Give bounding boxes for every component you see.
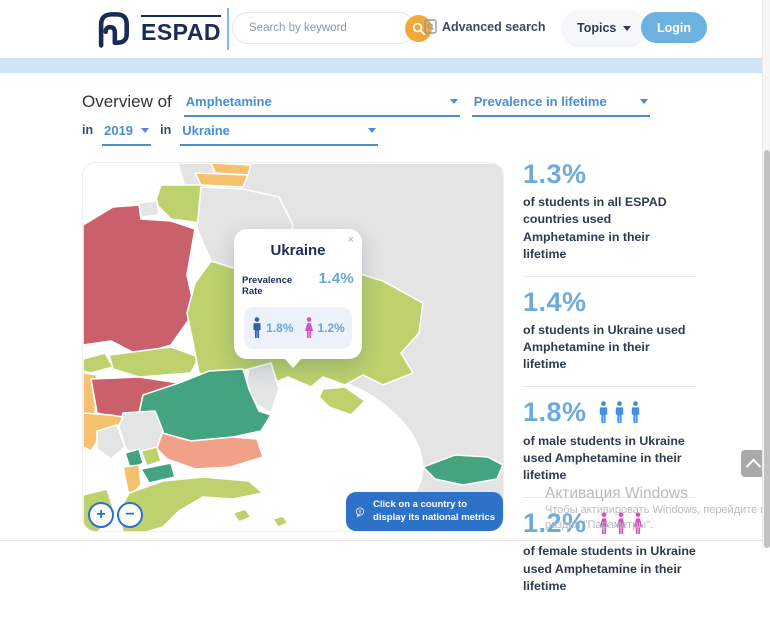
stat-description: of students in Ukraine used Amphetamine … (523, 323, 686, 372)
close-icon[interactable]: × (347, 234, 354, 246)
stat-value: 1.2% (523, 508, 587, 539)
tooltip-country-name: Ukraine (270, 242, 326, 259)
stat-description: of male students in Ukraine used Ampheta… (523, 433, 685, 483)
espad-logo[interactable]: ESPAD (92, 8, 230, 50)
info-bubble-icon (356, 507, 365, 517)
country-albania (122, 464, 142, 498)
search-icon (412, 22, 425, 35)
stat-all-countries: 1.3% of students in all ESPAD countries … (523, 160, 696, 277)
year-value: 2019 (104, 123, 134, 138)
stats-sidebar: 1.3% of students in all ESPAD countries … (523, 160, 696, 619)
country-kaliningrad (138, 200, 160, 218)
stat-male: 1.8% of male students in Ukraine used Am… (523, 397, 696, 499)
chevron-down-icon (623, 25, 632, 31)
country-poland (83, 204, 196, 356)
login-button[interactable]: Login (641, 12, 708, 43)
country-value: Ukraine (182, 123, 230, 138)
map-note-text: Click on a country to display its nation… (373, 499, 496, 523)
logo-divider (141, 14, 221, 17)
watermark-line: Чтобы активировать Windows, перейдите в (545, 504, 767, 516)
chevron-down-icon (141, 128, 150, 133)
stat-description: of female students in Ukraine used Amphe… (523, 544, 696, 593)
document-search-icon (424, 19, 437, 34)
male-icon (597, 401, 610, 424)
chevron-down-icon (639, 99, 648, 104)
greek-island (272, 515, 289, 528)
in-label: in (82, 123, 94, 137)
stat-description: of students in all ESPAD countries used … (523, 195, 667, 261)
scrollbar-track[interactable] (762, 0, 770, 548)
search-input[interactable] (247, 21, 405, 35)
substance-select[interactable]: Amphetamine (183, 92, 460, 117)
male-icon (629, 401, 642, 424)
tooltip-gender-box: 1.8% 1.2% (244, 307, 352, 349)
logo-vertical-divider (227, 8, 230, 50)
stat-value: 1.4% (523, 286, 587, 317)
header: ESPAD Advanced search Topics Login (0, 0, 770, 58)
substance-value: Amphetamine (185, 94, 272, 109)
male-icon (251, 317, 263, 339)
male-icons (597, 401, 642, 424)
prevalence-rate-value: 1.4% (318, 270, 354, 287)
topics-label: Topics (577, 21, 617, 35)
zoom-out-button[interactable]: − (117, 502, 143, 528)
overview-row-1: Overview of Amphetamine Prevalence in li… (82, 92, 650, 117)
stat-value: 1.8% (523, 397, 587, 428)
chevron-down-icon (449, 99, 458, 104)
search-bar (232, 12, 432, 44)
metric-value: Prevalence in lifetime (473, 94, 607, 109)
windows-activation-watermark: Активация Windows Чтобы активировать Win… (545, 485, 766, 533)
chevron-up-icon (745, 458, 761, 475)
country-ukraine-crimea (318, 386, 366, 416)
cnr-logo-icon (98, 12, 129, 48)
scroll-to-top-button[interactable] (741, 450, 765, 477)
page-bottom-divider (0, 540, 762, 541)
watermark-line: раздел "Параметры". (545, 518, 654, 531)
stat-value: 1.3% (523, 159, 587, 189)
tooltip-male-value: 1.8% (266, 321, 294, 335)
country-czechia (83, 352, 114, 374)
in-label: in (160, 123, 172, 137)
country-tooltip: × Ukraine Prevalence Rate 1.4% 1.8% 1.2% (234, 229, 362, 368)
male-icon (613, 401, 626, 424)
chevron-down-icon (368, 128, 377, 133)
country-bosnia (96, 424, 126, 460)
scrollbar-thumb[interactable] (764, 150, 770, 548)
search-button[interactable] (405, 14, 432, 42)
greek-island (232, 508, 252, 523)
map-note: Click on a country to display its nation… (346, 492, 503, 531)
prevalence-rate-label: Prevalence Rate (242, 275, 293, 297)
choropleth-map[interactable]: × Ukraine Prevalence Rate 1.4% 1.8% 1.2%… (82, 162, 504, 532)
advanced-search-link[interactable]: Advanced search (424, 19, 546, 34)
country-select[interactable]: Ukraine (180, 121, 379, 146)
country-north-macedonia (140, 462, 176, 484)
country-kosovo (140, 446, 162, 467)
tooltip-female-value: 1.2% (317, 321, 345, 335)
overview-title: Overview of (82, 92, 172, 111)
country-georgia (422, 454, 503, 486)
topics-dropdown[interactable]: Topics (563, 11, 646, 45)
overview-row-2: in 2019 in Ukraine (82, 121, 379, 146)
country-slovakia (108, 346, 200, 378)
header-accent-bar (0, 58, 770, 73)
country-greece (118, 476, 264, 531)
female-icon (303, 317, 315, 339)
year-select[interactable]: 2019 (102, 121, 152, 146)
country-bulgaria (152, 430, 264, 470)
stat-country-total: 1.4% of students in Ukraine used Ampheta… (523, 286, 696, 388)
advanced-search-label: Advanced search (442, 19, 546, 34)
metric-select[interactable]: Prevalence in lifetime (471, 92, 650, 117)
zoom-in-button[interactable]: + (88, 502, 114, 528)
watermark-title: Активация Windows (545, 485, 688, 502)
country-latvia (194, 172, 249, 188)
logo-wordmark: ESPAD (141, 18, 222, 45)
